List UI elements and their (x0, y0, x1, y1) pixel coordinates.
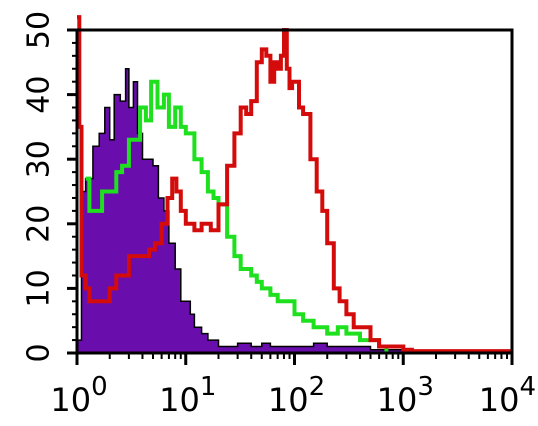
series-0-fill (77, 68, 404, 354)
x-axis: 100 101 102 103 104 (50, 353, 536, 419)
x-tick-label-1000: 103 (377, 372, 434, 419)
series-0-outline (77, 68, 405, 353)
y-tick-label-10: 10 (22, 269, 57, 307)
y-tick-label-40: 40 (22, 76, 57, 114)
y-axis: 0 10 20 30 40 50 (22, 11, 77, 363)
y-tick-label-30: 30 (22, 140, 57, 178)
y-tick-label-50: 50 (22, 11, 57, 49)
x-tick-label-100: 102 (268, 372, 325, 419)
series-layer (77, 15, 512, 354)
y-tick-label-20: 20 (22, 205, 57, 243)
x-tick-label-10: 101 (159, 372, 216, 419)
x-tick-label-10000: 104 (479, 372, 536, 419)
series-1-line (85, 79, 389, 353)
series-2-line (77, 15, 512, 354)
x-tick-label-1: 100 (50, 372, 107, 419)
y-tick-label-0: 0 (22, 343, 57, 362)
